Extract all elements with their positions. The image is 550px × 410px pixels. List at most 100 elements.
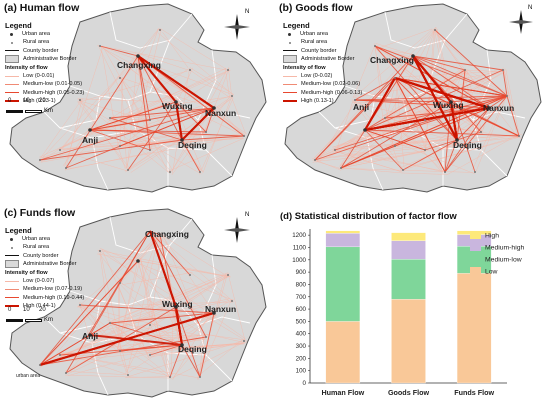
rural-node bbox=[502, 69, 504, 71]
legend-urban: Urban area bbox=[22, 236, 50, 243]
county-border-icon bbox=[5, 254, 19, 257]
flow-line-low bbox=[393, 76, 428, 150]
rural-node bbox=[119, 77, 121, 79]
flow-line-low bbox=[99, 253, 110, 322]
flow-line-low bbox=[335, 99, 354, 153]
urban-node bbox=[455, 138, 459, 142]
flow-line-low bbox=[159, 28, 230, 72]
flow-line-medium bbox=[109, 107, 215, 119]
rural-dot-icon bbox=[11, 41, 13, 44]
rural-node bbox=[149, 149, 151, 151]
flow-line-medium bbox=[65, 55, 139, 169]
flow-line-low bbox=[172, 68, 190, 174]
city-nanxun: Nanxun bbox=[205, 304, 237, 314]
flow-line-low bbox=[120, 315, 217, 352]
legend-county-border: County border bbox=[23, 252, 59, 259]
urban-area-label: urban area bbox=[16, 373, 41, 379]
flow-line-low bbox=[338, 167, 474, 173]
flow-line-medium bbox=[314, 95, 508, 161]
legend-admin-border: Administrative Border bbox=[301, 55, 355, 62]
flow-line-high bbox=[181, 107, 215, 141]
flow-line-low bbox=[118, 276, 228, 350]
rural-node bbox=[474, 171, 476, 173]
north-arrow-icon: N bbox=[222, 212, 252, 250]
legend-swatch bbox=[470, 243, 481, 251]
rural-node bbox=[169, 376, 171, 378]
chart-title: (d) Statistical distribution of factor f… bbox=[280, 211, 457, 222]
flow-line-low bbox=[172, 72, 226, 170]
legend-admin-border: Administrative Border bbox=[23, 55, 77, 62]
bar-segment-low bbox=[325, 321, 361, 384]
y-tick-label: 400 bbox=[296, 331, 307, 338]
flow-line-low bbox=[505, 68, 520, 134]
flow-line-low bbox=[64, 327, 150, 372]
legend-urban: Urban area bbox=[300, 31, 328, 38]
flow-line-low bbox=[111, 67, 191, 118]
flow-line-high bbox=[412, 55, 458, 141]
rural-dot-icon bbox=[289, 41, 291, 44]
flow-line-low bbox=[385, 76, 398, 119]
urban-node bbox=[212, 311, 216, 315]
county-border bbox=[384, 11, 468, 49]
rural-node bbox=[99, 250, 101, 252]
rural-node bbox=[402, 169, 404, 171]
city-changxing: Changxing bbox=[117, 60, 161, 70]
rural-node bbox=[314, 159, 316, 161]
city-wuxing: Wuxing bbox=[162, 101, 193, 111]
flow-line-medium bbox=[456, 107, 490, 141]
legend-admin-border: Administrative Border bbox=[23, 260, 77, 267]
flow-line-medium bbox=[39, 260, 139, 366]
rural-node bbox=[65, 167, 67, 169]
flow-low-icon bbox=[5, 281, 19, 282]
flow-line-low bbox=[317, 98, 358, 163]
flow-line-low bbox=[99, 248, 233, 301]
flow-line-high bbox=[175, 101, 183, 141]
flow-line-medium bbox=[89, 129, 245, 137]
flow-line-low bbox=[112, 276, 228, 321]
flow-line-medium bbox=[364, 129, 426, 151]
legend-rural: Rural area bbox=[23, 39, 50, 46]
goods-flow-map bbox=[284, 3, 542, 193]
y-tick-label: 100 bbox=[296, 368, 307, 375]
flow-line-medium bbox=[39, 322, 111, 366]
flow-line-medium bbox=[149, 230, 191, 276]
rural-node bbox=[480, 131, 482, 133]
flow-line-low bbox=[67, 352, 152, 376]
legend-swatch bbox=[470, 231, 481, 239]
rural-node bbox=[384, 117, 386, 119]
legend-rural: Rural area bbox=[23, 244, 50, 251]
admin-border-icon bbox=[5, 259, 19, 268]
urban-node bbox=[136, 54, 140, 58]
x-category-label: Human Flow bbox=[321, 388, 364, 397]
flow-line-medium bbox=[374, 45, 458, 141]
flow-line-medium bbox=[65, 230, 151, 374]
legend-swatch bbox=[470, 267, 481, 275]
scale-unit: Km bbox=[44, 317, 53, 323]
flow-line-low bbox=[40, 107, 212, 158]
flow-line-low bbox=[91, 334, 120, 349]
flow-line-low bbox=[64, 48, 103, 167]
flow-line-low bbox=[216, 273, 228, 313]
flow-line-low bbox=[148, 274, 229, 328]
scale-label-20: 20 bbox=[39, 307, 46, 313]
bar-segment-high bbox=[391, 232, 426, 241]
human-flow-map bbox=[9, 3, 267, 193]
flow-line-low bbox=[384, 95, 510, 120]
flow-line-medium bbox=[99, 45, 139, 57]
flow-line-medium bbox=[39, 107, 215, 161]
rural-node bbox=[59, 149, 61, 151]
flow-line-medium bbox=[175, 306, 201, 378]
rural-node bbox=[464, 69, 466, 71]
flow-line-low bbox=[376, 46, 506, 94]
flow-line-low bbox=[199, 339, 244, 376]
legend-level-high: High (0.13-1) bbox=[301, 97, 334, 104]
flow-line-low bbox=[446, 135, 517, 176]
flow-line-low bbox=[136, 260, 228, 278]
flow-line-low bbox=[40, 275, 231, 368]
scale-bar: 0 10 20 Km bbox=[6, 307, 66, 323]
county-border bbox=[318, 111, 412, 139]
flow-line-low bbox=[175, 102, 242, 135]
flow-line-low bbox=[102, 46, 234, 96]
legend-intensity-title: Intensity of flow bbox=[5, 65, 48, 72]
rural-node bbox=[189, 274, 191, 276]
